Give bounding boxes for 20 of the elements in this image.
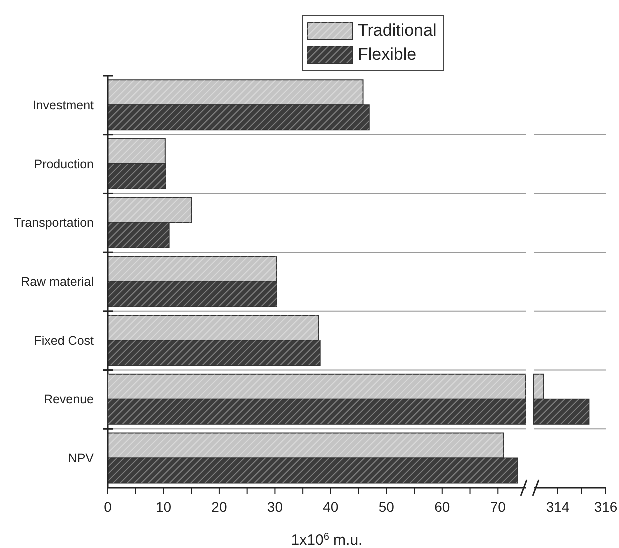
y-tick-label: Production xyxy=(34,157,94,172)
x-tick-label: 10 xyxy=(156,499,172,515)
legend-label: Flexible xyxy=(358,45,417,65)
y-tick-label: Transportation xyxy=(14,216,94,230)
x-tick-label: 20 xyxy=(212,499,228,515)
x-tick-label: 0 xyxy=(104,499,112,515)
x-tick-label: 60 xyxy=(434,499,450,515)
x-axis-title: 1x10$^{6}$ m.u. xyxy=(291,532,363,548)
x-tick-label: 50 xyxy=(378,499,395,515)
x-tick-label: 316 xyxy=(594,499,618,515)
x-tick-label: 314 xyxy=(546,499,570,515)
y-tick-label: Revenue xyxy=(44,392,94,407)
y-tick-label: Investment xyxy=(32,98,95,112)
y-tick-label: Fixed Cost xyxy=(34,334,95,348)
legend-label: Traditional xyxy=(358,21,437,41)
y-tick-label: Raw material xyxy=(21,275,94,289)
x-tick-label: 30 xyxy=(267,499,284,515)
x-tick-label: 40 xyxy=(323,499,339,515)
x-tick-label: 70 xyxy=(490,499,506,515)
y-tick-label: NPV xyxy=(68,452,95,466)
